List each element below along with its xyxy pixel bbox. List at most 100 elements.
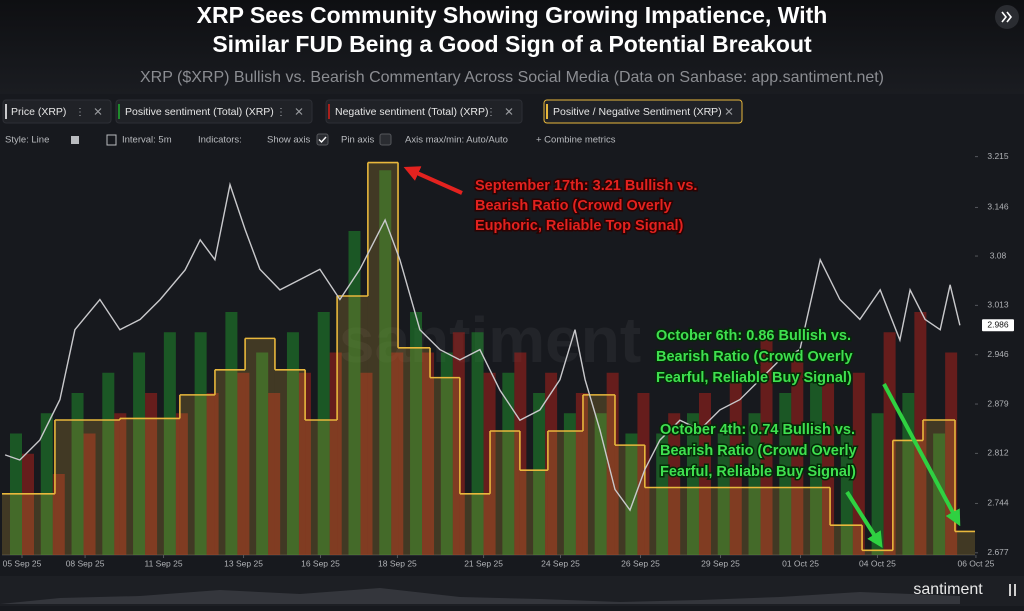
sentiment-bar (575, 393, 588, 555)
sentiment-bar (656, 433, 669, 555)
sentiment-bar (452, 332, 465, 555)
sentiment-bar (237, 372, 250, 555)
tab-swatch (328, 104, 330, 119)
sentiment-bar (286, 332, 299, 555)
toolbar: Style: Line Interval: 5m Indicators: Sho… (5, 133, 616, 146)
tab-swatch (5, 104, 7, 119)
sentiment-bar (40, 413, 53, 555)
annotation: October 4th: 0.74 Bullish vs. Bearish Ra… (659, 420, 883, 549)
sentiment-bar (422, 352, 435, 555)
annotation-line: Bearish Ratio (Crowd Overly (660, 443, 857, 459)
annotation-arrow (403, 166, 463, 195)
toolbar-item[interactable]: Pin axis (341, 135, 375, 146)
ratio-area (398, 347, 431, 555)
annotation-line: Fearful, Reliable Buy Signal) (660, 464, 856, 480)
tab-swatch (546, 104, 548, 119)
tab[interactable] (325, 99, 523, 124)
ratio-area (862, 550, 893, 555)
toolbar-item[interactable]: Interval: 5m (122, 135, 172, 146)
toolbar-item[interactable]: Axis max/min: Auto/Auto (405, 135, 508, 146)
sentiment-bar (779, 393, 792, 555)
sentiment-bar (625, 433, 638, 555)
metric-tabs: Price (XRP) Positive sentiment (Total) (… (2, 99, 743, 124)
checkbox[interactable] (379, 133, 392, 146)
x-tick-label: 13 Sep 25 (224, 558, 263, 568)
tab[interactable] (2, 99, 112, 124)
title-line: XRP Sees Community Showing Growing Impat… (197, 2, 828, 28)
logo: santiment (913, 581, 983, 598)
ratio-area (2, 493, 55, 555)
sentiment-bar (348, 231, 361, 555)
toolbar-item[interactable]: Style: Line (5, 135, 49, 146)
ratio-area (614, 445, 645, 555)
sentiment-bar (698, 393, 711, 555)
last-price-label: 2.986 (987, 320, 1009, 330)
sentiment-bar (440, 352, 453, 555)
sentiment-bar (502, 372, 515, 555)
sentiment-bar (791, 352, 804, 555)
ratio-area (547, 430, 583, 555)
ratio-area (119, 418, 180, 555)
navigator-handle[interactable] (1009, 584, 1016, 596)
interval-icon (106, 134, 117, 146)
price-line (4, 181, 961, 512)
ratio-area (214, 369, 246, 555)
sentiment-bar (717, 433, 730, 555)
sentiment-bar (22, 453, 35, 555)
sentiment-bar (914, 312, 927, 555)
x-tick-label: 11 Sep 25 (144, 558, 182, 568)
x-tick-label: 26 Sep 25 (621, 558, 660, 568)
annotation-line: Euphoric, Reliable Top Signal) (475, 218, 684, 234)
tab-icons[interactable] (79, 108, 733, 116)
sentiment-bar (748, 413, 761, 555)
x-tick-label: 05 Sep 25 (3, 558, 42, 568)
tab[interactable] (543, 99, 743, 124)
sentiment-bar (545, 372, 558, 555)
ratio-area (54, 420, 120, 555)
sentiment-bar (256, 352, 269, 555)
sentiment-bar (822, 372, 835, 555)
toolbar-item[interactable]: + Combine metrics (536, 135, 616, 146)
sentiment-bar (71, 393, 84, 555)
sentiment-bar (360, 372, 373, 555)
tab-swatch (118, 104, 120, 119)
sentiment-bar (298, 372, 311, 555)
y-tick-label: 3.215 (987, 151, 1009, 161)
ratio-area (582, 394, 615, 555)
sentiment-bar (533, 393, 546, 555)
sentiment-bar (329, 352, 342, 555)
toolbar-item[interactable]: Indicators: (198, 135, 242, 146)
sentiment-bar (133, 352, 146, 555)
sentiment-bar (268, 393, 281, 555)
sentiment-bar (114, 413, 127, 555)
sentiment-bar (391, 352, 404, 555)
ratio-steps (2, 161, 975, 555)
ratio-area (954, 531, 975, 555)
sentiment-bar (871, 413, 884, 555)
tab[interactable] (115, 99, 313, 124)
legend-entry: Negative sentiment (Total) (XRP) (335, 106, 488, 118)
x-tick-label: 24 Sep 25 (541, 558, 580, 568)
next-button[interactable] (995, 5, 1019, 29)
sentiment-bar (145, 393, 158, 555)
sentiment-bar (810, 372, 823, 555)
checkmark (318, 136, 327, 144)
ratio-area (892, 440, 923, 555)
ratio-area (179, 394, 215, 555)
y-tick-label: 2.812 (987, 448, 1009, 458)
toolbar-item[interactable]: Show axis (267, 135, 311, 146)
sentiment-bar (317, 312, 330, 555)
annotation-line: September 17th: 3.21 Bullish vs. (475, 178, 697, 194)
legend-entry: Positive / Negative Sentiment (XRP) (553, 106, 722, 118)
sentiment-bar (933, 433, 946, 555)
ratio-area (367, 162, 399, 555)
sentiment-bar (206, 393, 219, 555)
ratio-area (519, 470, 548, 555)
legend-entry: Price (XRP) (11, 106, 66, 118)
color-picker[interactable] (71, 136, 79, 144)
plot: 05 Sep 25 08 Sep 25 11 Sep 25 13 Sep 25 16 S… (2, 151, 1014, 568)
y-tick-label: 2.946 (987, 349, 1009, 359)
annotation-arrow (845, 490, 883, 549)
sentiment-bar (563, 413, 576, 555)
checkbox[interactable] (316, 133, 329, 146)
